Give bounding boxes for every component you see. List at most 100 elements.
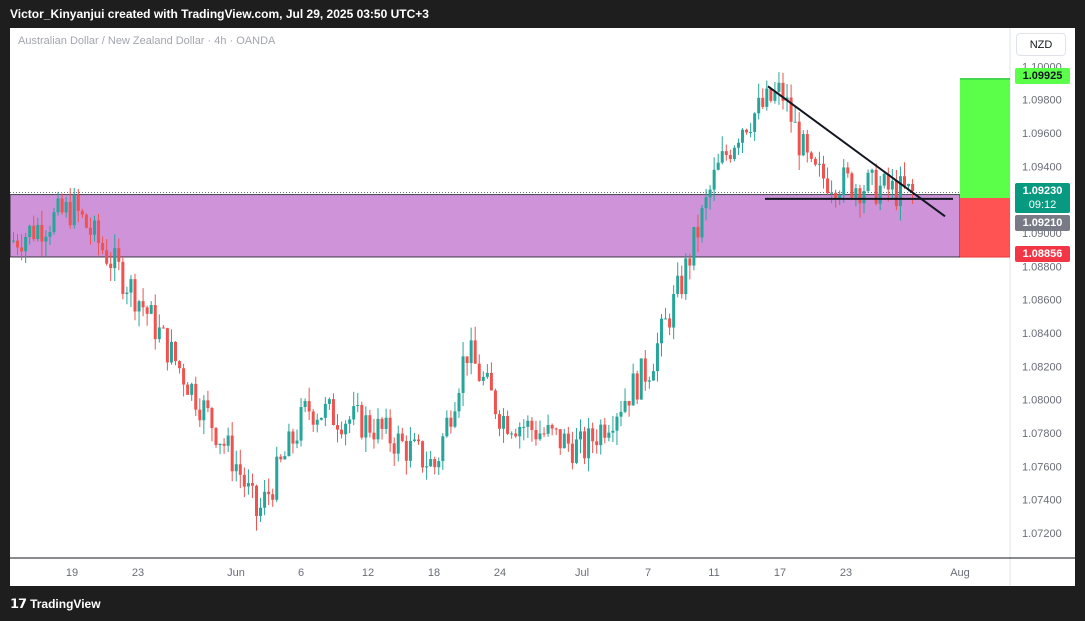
candle-body: [603, 424, 607, 438]
candle-body: [178, 361, 182, 369]
candle-body: [627, 401, 631, 406]
candle-body: [129, 279, 133, 293]
candle-body: [437, 461, 441, 468]
candle-body: [526, 420, 530, 427]
price-chart[interactable]: 1.100001.098001.096001.094001.092001.090…: [10, 28, 1075, 586]
candle-body: [214, 428, 218, 446]
candle-body: [84, 214, 88, 228]
candle-body: [307, 401, 311, 412]
candle-body: [846, 167, 850, 174]
candle-body: [279, 456, 283, 460]
candle-body: [259, 507, 263, 517]
candle-body: [360, 404, 364, 438]
candle-body: [291, 431, 295, 444]
candle-body: [222, 443, 226, 446]
candle-body: [850, 173, 854, 198]
candle-body: [400, 433, 404, 442]
candle-body: [441, 436, 445, 462]
candle-body: [619, 411, 623, 417]
candle-body: [376, 418, 380, 440]
candle-body: [830, 192, 834, 194]
candle-body: [412, 439, 416, 441]
candle-body: [380, 418, 384, 429]
candle-body: [562, 433, 566, 449]
candle-body: [323, 403, 327, 418]
candle-body: [765, 88, 769, 107]
candle-body: [250, 483, 254, 486]
candle-body: [263, 491, 267, 508]
candle-body: [574, 439, 578, 463]
candle-body: [194, 383, 198, 410]
candle-body: [732, 147, 736, 159]
time-tick-label: 12: [362, 567, 374, 579]
candle-body: [570, 443, 574, 463]
candle-body: [202, 400, 206, 421]
time-tick-label: 23: [132, 567, 144, 579]
candle-body: [886, 173, 890, 190]
candle-body: [117, 248, 121, 262]
time-tick-label: 11: [708, 567, 719, 579]
candle-body: [24, 236, 28, 252]
candle-body: [384, 417, 388, 429]
candle-body: [874, 169, 878, 204]
price-tick-label: 1.09800: [1022, 95, 1062, 107]
time-tick-label: 19: [66, 567, 78, 579]
candle-body: [311, 411, 315, 425]
candle-body: [822, 163, 825, 179]
candle-body: [16, 240, 20, 248]
candle-body: [449, 417, 453, 427]
candle-body: [898, 176, 902, 207]
candle-body: [805, 134, 809, 153]
candle-body: [522, 426, 526, 428]
candle-body: [903, 176, 906, 187]
candle-body: [299, 407, 303, 441]
candle-body: [587, 428, 591, 459]
candle-body: [105, 250, 109, 264]
candle-body: [174, 341, 177, 362]
candle-body: [319, 417, 323, 420]
candle-body: [534, 429, 538, 440]
candle-body: [336, 425, 339, 430]
candle-body: [639, 358, 643, 400]
candle-body: [234, 464, 238, 472]
time-tick-label: Jun: [227, 567, 245, 579]
candle-body: [615, 416, 619, 431]
candle-body: [789, 97, 793, 122]
candle-body: [340, 429, 344, 435]
candle-body: [538, 433, 542, 440]
candle-body: [514, 433, 518, 437]
chart-frame[interactable]: [10, 28, 1075, 586]
candle-body: [210, 408, 214, 429]
candle-body: [12, 240, 15, 242]
candle-body: [457, 392, 461, 412]
currency-button[interactable]: NZD: [1016, 33, 1066, 56]
candle-body: [761, 97, 765, 107]
brand-text: TradingView: [30, 597, 101, 611]
candle-body: [36, 224, 40, 240]
candle-body: [230, 435, 234, 472]
candle-body: [655, 343, 659, 372]
candle-body: [445, 417, 449, 437]
current-price-label: 1.09230 09:12: [1015, 183, 1070, 213]
candle-body: [97, 220, 101, 243]
candle-body: [890, 180, 894, 190]
attribution-bar: Victor_Kinyanjui created with TradingVie…: [0, 0, 1085, 28]
candle-body: [52, 212, 56, 233]
candle-body: [60, 198, 64, 213]
bar-countdown: 09:12: [1028, 199, 1057, 211]
candle-body: [186, 384, 190, 395]
candle-body: [692, 226, 696, 266]
candle-body: [498, 414, 501, 429]
candle-body: [623, 401, 627, 412]
candle-body: [749, 131, 753, 133]
candle-body: [149, 305, 153, 314]
candle-body: [813, 158, 817, 165]
candle-body: [198, 409, 202, 421]
candle-body: [72, 194, 76, 226]
candle-body: [817, 163, 821, 165]
candle-body: [465, 356, 469, 364]
candle-body: [417, 439, 420, 442]
candle-body: [169, 341, 173, 363]
candle-body: [493, 390, 497, 415]
candle-body: [696, 226, 700, 238]
